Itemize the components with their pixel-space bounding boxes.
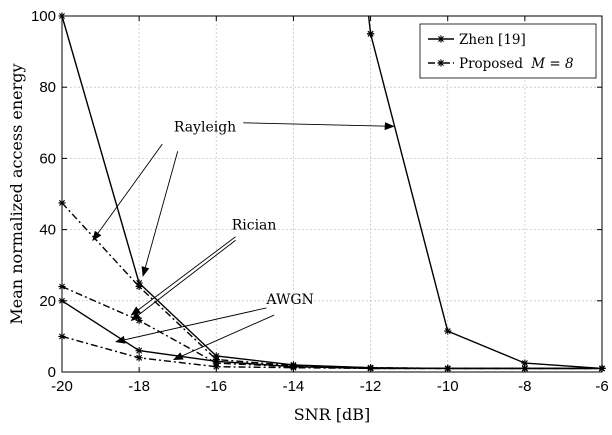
data-point	[366, 30, 375, 38]
legend-marker-star	[437, 35, 445, 43]
annotation-arrow	[130, 236, 236, 316]
plot-frame	[61, 15, 603, 373]
y-tick-label: 80	[39, 79, 56, 96]
x-tick-label: -20	[51, 378, 73, 395]
legend-marker-star	[437, 59, 445, 67]
x-tick-label: -12	[360, 378, 382, 395]
data-point	[521, 359, 529, 367]
legend-label-proposed-math: M = 8	[530, 56, 574, 72]
legend-label-proposed: Proposed M = 8	[459, 56, 574, 72]
data-point	[135, 282, 143, 291]
data-point	[444, 327, 452, 335]
legend-label-proposed-text: Proposed	[459, 56, 523, 72]
legend: Zhen [19] Proposed M = 8	[419, 23, 597, 79]
legend-marker-zhen	[437, 35, 445, 43]
data-point	[135, 316, 143, 324]
annotation-label: AWGN	[265, 292, 313, 308]
series-line-6	[61, 335, 602, 370]
series-line-2	[369, 33, 603, 370]
data-point	[135, 354, 143, 362]
data-point	[212, 363, 220, 371]
y-tick-label: 40	[39, 222, 56, 239]
data-point	[135, 347, 143, 355]
x-axis-label: SNR [dB]	[294, 405, 371, 424]
x-tick-label: -10	[437, 378, 459, 395]
x-tick-label: -8	[518, 378, 531, 395]
annotation-awgn: AWGN	[115, 292, 314, 360]
x-tick-label: -14	[283, 378, 305, 395]
y-tick-label: 100	[31, 8, 56, 25]
annotation-label: Rician	[232, 217, 277, 233]
y-tick-label: 60	[39, 150, 56, 167]
legend-label-zhen: Zhen [19]	[459, 32, 526, 48]
y-axis-label: Mean normalized access energy	[7, 63, 26, 324]
annotation-rician: Rician	[130, 217, 277, 321]
annotation-arrow	[172, 314, 275, 360]
annotation-arrow	[141, 151, 179, 277]
legend-marker-proposed	[437, 59, 445, 67]
annotations: Rayleigh Rician AWGN	[92, 119, 395, 360]
y-tick-label: 0	[48, 364, 56, 381]
series-3	[366, 15, 375, 38]
annotation-label: Rayleigh	[174, 119, 236, 135]
legend-box	[419, 23, 597, 79]
grid	[62, 16, 602, 372]
x-tick-label: -6	[595, 378, 608, 395]
annotation-arrow	[92, 143, 163, 242]
y-tick-label: 20	[39, 293, 56, 310]
x-tick-label: -18	[128, 378, 150, 395]
x-tick-label: -16	[205, 378, 227, 395]
annotation-arrow	[243, 122, 395, 131]
annotation-rayleigh: Rayleigh	[92, 119, 395, 277]
annotation-arrow	[115, 307, 267, 344]
annotation-arrow	[130, 239, 236, 321]
